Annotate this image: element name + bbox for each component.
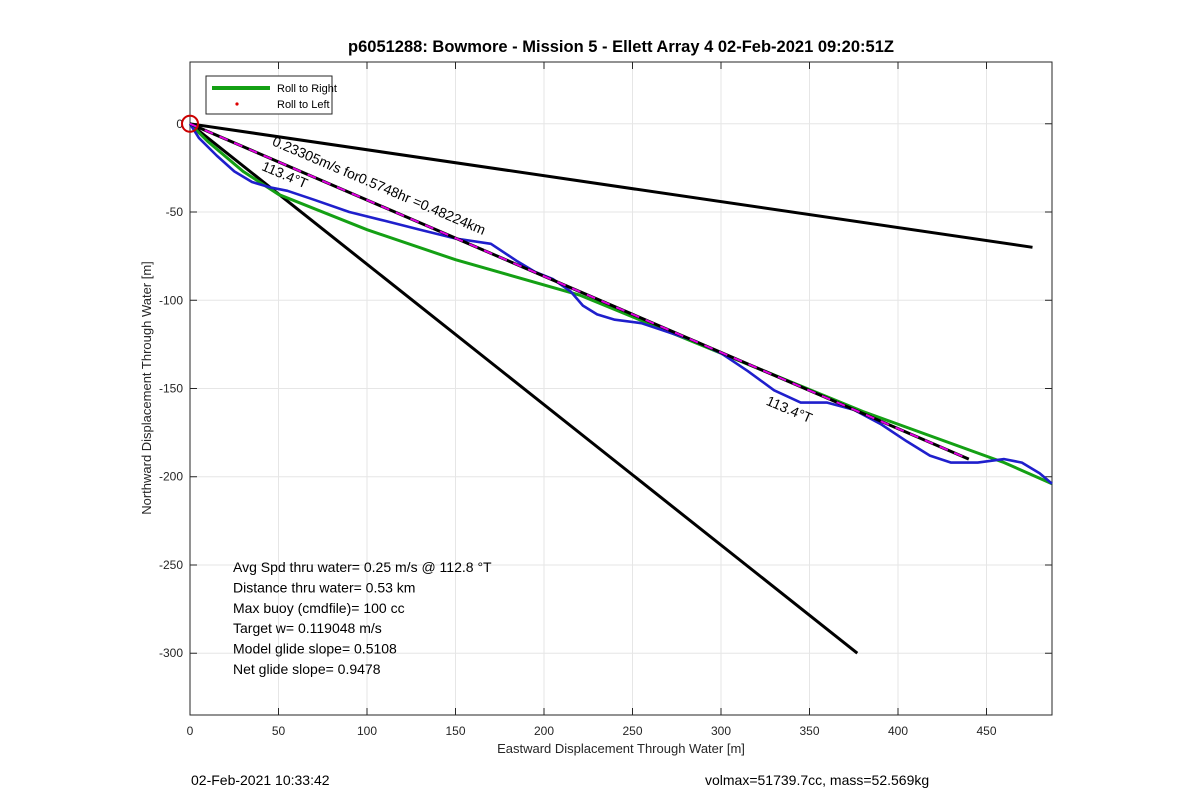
grid [189,62,1052,715]
legend-box [205,75,333,115]
x-tick-labels: 0 50 100 150 200 250 300 350 400 450 [187,724,997,738]
y-tick-label: -300 [159,646,183,660]
legend-swatch-roll-left [235,102,239,106]
x-tick-label: 50 [272,724,286,738]
start-marker [181,114,199,133]
footer-timestamp: 02-Feb-2021 10:33:42 [191,772,330,788]
legend-label-roll-right: Roll to Right [277,83,337,95]
y-tick-label: -100 [159,293,183,307]
x-tick-label: 450 [976,724,996,738]
stats-line: Max buoy (cmdfile)= 100 cc [233,600,405,616]
chart-title: p6051288: Bowmore - Mission 5 - Ellett A… [348,38,894,56]
legend-label-roll-left: Roll to Left [277,99,330,111]
x-tick-label: 150 [445,724,465,738]
stats-line: Net glide slope= 0.9478 [233,661,381,677]
stats-line: Model glide slope= 0.5108 [233,641,397,657]
legend: Roll to Right Roll to Left [205,75,337,115]
y-tick-label: -150 [159,382,183,396]
heading-line [189,122,859,655]
y-tick-label: -250 [159,558,183,572]
x-tick-label: 300 [711,724,731,738]
series-roll-to-right [188,122,1053,486]
heading-line [189,122,1033,249]
stats-line: Distance thru water= 0.53 km [233,579,415,595]
glider-track-line [188,123,1053,485]
x-tick-label: 0 [187,724,194,738]
stats-line: Avg Spd thru water= 0.25 m/s @ 112.8 °T [233,559,492,575]
annotations: 0.23305m/s for0.5748hr =0.48224km113.4°T… [260,133,815,426]
plot-area [181,114,1053,655]
y-tick-label: -200 [159,470,183,484]
stats-line: Target w= 0.119048 m/s [233,620,382,636]
y-axis-label: Northward Displacement Through Water [m] [139,261,154,515]
x-tick-label: 100 [357,724,377,738]
x-tick-label: 250 [622,724,642,738]
x-tick-label: 350 [799,724,819,738]
fit-line-dash [189,122,970,461]
x-axis-label: Eastward Displacement Through Water [m] [497,741,745,756]
y-tick-label: -50 [166,205,184,219]
x-tick-label: 200 [534,724,554,738]
x-tick-label: 400 [888,724,908,738]
y-tick-label: 0 [176,117,183,131]
stats-text: Avg Spd thru water= 0.25 m/s @ 112.8 °T D… [233,559,492,677]
footer-volmax-mass: volmax=51739.7cc, mass=52.569kg [705,772,930,788]
y-tick-labels: 0 -50 -100 -150 -200 -250 -300 [159,117,183,660]
